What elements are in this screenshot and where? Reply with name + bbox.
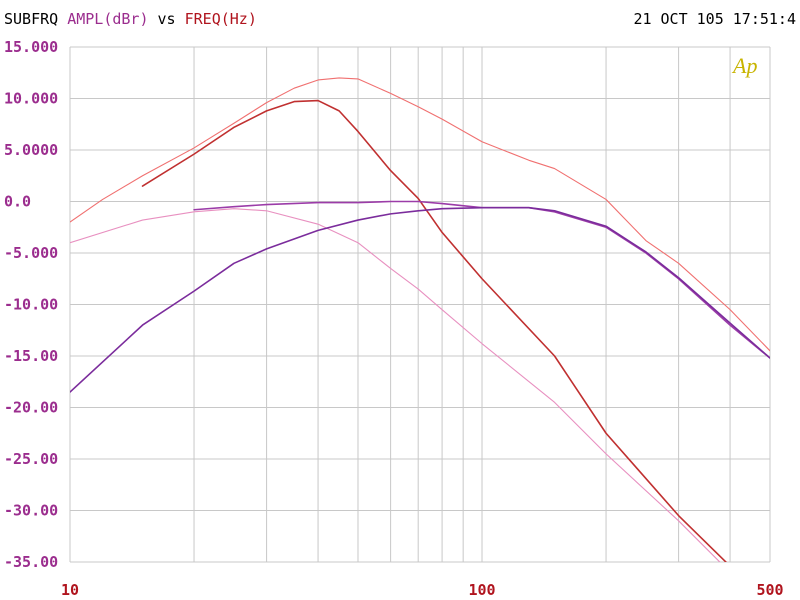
ap-logo: Ap (731, 53, 757, 78)
y-tick-label: -35.00 (4, 553, 58, 571)
series-line-1 (70, 77, 770, 352)
y-tick-label: -5.000 (4, 244, 58, 262)
x-tick-label: 100 (468, 581, 495, 599)
series-line-4 (193, 200, 770, 359)
y-tick-label: -30.00 (4, 502, 58, 520)
timestamp: 21 OCT 105 17:51:4 (633, 10, 796, 28)
x-axis-ticks: 10 100 500 (61, 581, 784, 599)
vs-label: vs (157, 10, 176, 28)
y-quantity-label: AMPL(dBr) (67, 10, 149, 28)
chart-header: SUBFRQ AMPL(dBr) vs FREQ(Hz) 21 OCT 105 … (0, 0, 800, 36)
y-tick-label: 10.000 (4, 90, 58, 108)
series-line-5 (70, 206, 770, 393)
x-tick-label: 10 (61, 581, 79, 599)
y-tick-label: -25.00 (4, 450, 58, 468)
y-tick-label: 0.0 (4, 193, 31, 211)
y-tick-label: -10.00 (4, 296, 58, 314)
grid (69, 46, 771, 563)
series-line-2 (141, 99, 728, 562)
series-line-3 (70, 208, 721, 562)
program-name: SUBFRQ (4, 10, 59, 28)
y-tick-label: -20.00 (4, 399, 58, 417)
series-lines (70, 77, 770, 562)
x-tick-label: 500 (756, 581, 783, 599)
y-tick-label: -15.00 (4, 347, 58, 365)
chart-title: SUBFRQ AMPL(dBr) vs FREQ(Hz) (4, 10, 257, 28)
y-tick-label: 5.0000 (4, 141, 58, 159)
y-axis-ticks: 15.000 10.000 5.0000 0.0 -5.000 -10.00 -15.00 -… (4, 38, 58, 571)
x-quantity-label: FREQ(Hz) (184, 10, 257, 28)
y-tick-label: 15.000 (4, 38, 58, 56)
